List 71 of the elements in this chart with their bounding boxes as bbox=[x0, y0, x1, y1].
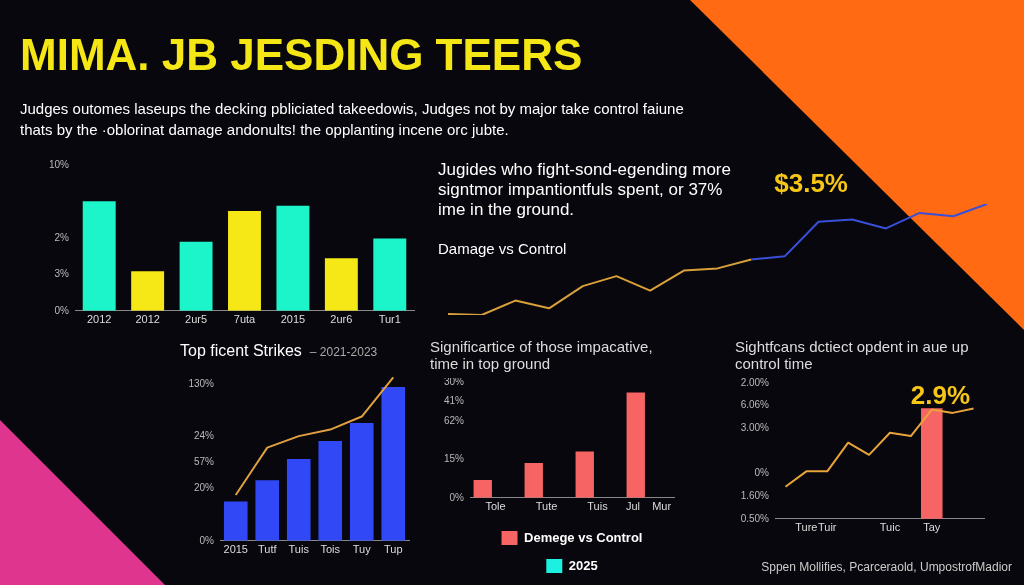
x-tick-label: Tuis bbox=[587, 500, 609, 513]
bar bbox=[179, 241, 213, 311]
text: 2.00% bbox=[740, 376, 770, 388]
bar bbox=[373, 238, 407, 311]
bar bbox=[276, 205, 310, 311]
text: 0% bbox=[199, 534, 215, 546]
text: 1.60% bbox=[740, 489, 770, 501]
text: 0.50% bbox=[740, 512, 770, 524]
text: 20% bbox=[193, 482, 215, 494]
x-tick-label: Tute bbox=[535, 500, 558, 513]
x-tick-label: 2015 bbox=[223, 543, 248, 556]
x-tick-label: Tole bbox=[485, 500, 506, 513]
text: 24% bbox=[193, 430, 215, 442]
bar bbox=[381, 387, 406, 541]
legend-label: 2025 bbox=[568, 557, 598, 573]
x-tick-label: Tuy bbox=[352, 543, 372, 556]
text: 6.06% bbox=[740, 399, 770, 411]
x-tick-label: Tuic bbox=[879, 521, 901, 534]
chart-title: Top ficent Strikes bbox=[180, 342, 302, 359]
x-tick-label: Tois bbox=[320, 543, 341, 556]
text: 0% bbox=[54, 304, 70, 316]
x-tick-label: Tay bbox=[923, 521, 941, 534]
text: Damage vs Control bbox=[438, 239, 568, 259]
x-tick-label: 2ur6 bbox=[330, 313, 353, 326]
bar bbox=[324, 258, 358, 311]
x-tick-label: Jul Mur bbox=[625, 500, 672, 513]
text: 15% bbox=[443, 453, 465, 465]
x-tick-label: Ture bbox=[795, 521, 818, 534]
text: 0% bbox=[449, 491, 465, 503]
bar bbox=[473, 479, 492, 498]
x-tick-label: 2ur5 bbox=[185, 313, 208, 326]
x-tick-label: Tuis bbox=[288, 543, 310, 556]
text: 130% bbox=[188, 377, 215, 389]
x-tick-label: Tutf bbox=[257, 543, 278, 556]
x-tick-label: 7uta bbox=[233, 313, 257, 326]
x-tick-label: Tup bbox=[383, 543, 403, 556]
chart-title: MIMA. JB JESDING TEERS bbox=[20, 30, 584, 80]
text: Sppen Mollifies, Pcarceraold, UmpostrofMadior bbox=[761, 560, 1012, 574]
x-tick-label: 2012 bbox=[135, 313, 160, 326]
bar bbox=[286, 459, 311, 541]
x-tick-label: 2012 bbox=[86, 313, 112, 326]
text: 41% bbox=[443, 395, 465, 407]
text: 0% bbox=[754, 467, 770, 479]
bar bbox=[626, 392, 645, 498]
chart-title: Sightfcans dctiect opdent in aue up control time bbox=[735, 338, 970, 372]
text: 3.00% bbox=[740, 422, 770, 434]
chart-title: Jugides who fight-sond-egending more signtmor impantiontfuls spent, or 37% ime in the ground. bbox=[438, 160, 732, 220]
annotation: 2.9% bbox=[910, 380, 970, 411]
bar bbox=[575, 451, 594, 498]
text: 62% bbox=[443, 414, 465, 426]
chart-subtitle: – 2021-2023 bbox=[309, 345, 378, 359]
bar bbox=[524, 463, 543, 498]
text: $3.5% bbox=[774, 168, 848, 199]
legend-label: Demege vs Control bbox=[524, 529, 643, 545]
x-tick-label: Tuir bbox=[817, 521, 837, 534]
bar bbox=[255, 480, 280, 541]
text: 2% bbox=[54, 231, 70, 243]
chart-subtitle: Judges outomes laseups the decking pbliciated takeedowis, Judges not by major take control faiune thats by the ·oblorinat damage andonults! the opplanting incene orc jubte. bbox=[20, 99, 685, 140]
bar bbox=[318, 441, 343, 541]
bar bbox=[223, 501, 248, 541]
chart-title: Significartice of those impacative, time in top ground bbox=[430, 338, 654, 372]
x-tick-label: 2015 bbox=[280, 313, 306, 326]
bar bbox=[82, 201, 116, 311]
text: 3% bbox=[54, 268, 70, 280]
bar bbox=[228, 211, 261, 311]
text: 30% bbox=[443, 376, 465, 388]
text: 10% bbox=[48, 158, 70, 170]
bar bbox=[349, 423, 374, 541]
bar bbox=[131, 271, 165, 311]
x-tick-label: Tur1 bbox=[378, 313, 401, 326]
text: 57% bbox=[193, 456, 215, 468]
